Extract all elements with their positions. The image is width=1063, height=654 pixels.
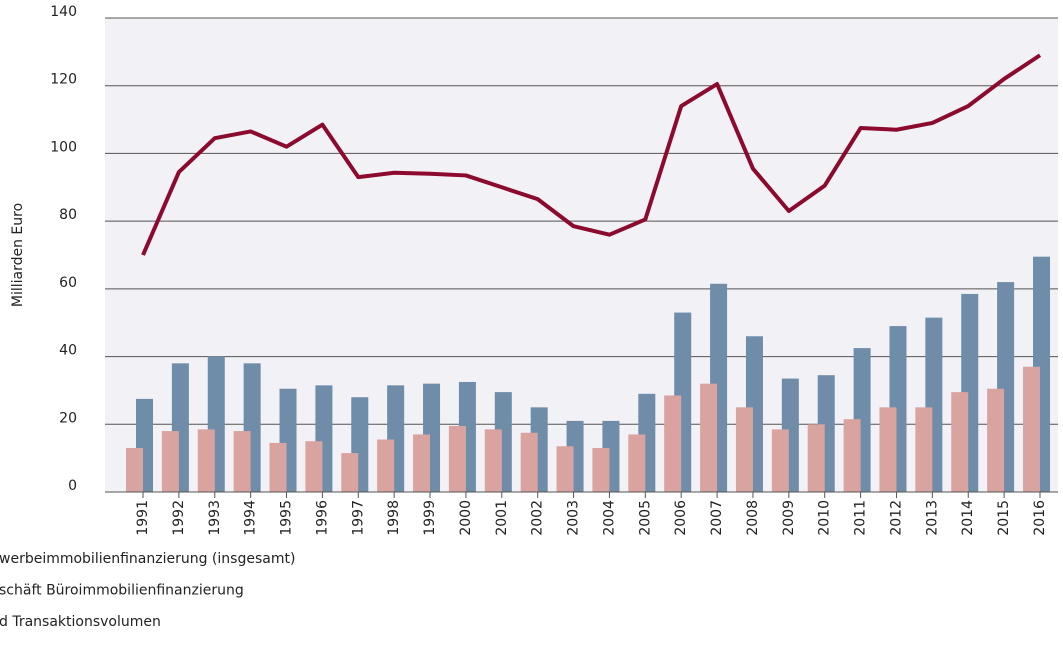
bar <box>735 407 753 492</box>
bar <box>987 388 1005 492</box>
bar <box>951 392 969 492</box>
y-tick-label: 40 <box>59 343 77 359</box>
x-tick-label: 2002 <box>530 500 546 536</box>
bar <box>126 447 143 492</box>
x-tick-label: 2013 <box>924 500 940 536</box>
x-tick-label: 2005 <box>637 500 653 536</box>
x-tick-label: 1995 <box>279 500 295 536</box>
bar <box>520 432 538 492</box>
x-tick-label: 2007 <box>709 500 725 536</box>
x-tick-label: 2015 <box>996 500 1012 536</box>
legend-label: werbeimmobilienfinanzierung (insgesamt) <box>0 551 295 567</box>
bar <box>592 447 610 492</box>
line <box>141 53 1042 256</box>
x-tick-label: 2004 <box>601 500 617 536</box>
x-tick-label: 1991 <box>135 500 151 536</box>
y-tick-label: 120 <box>50 72 77 88</box>
bar <box>197 429 215 492</box>
bar <box>879 407 897 492</box>
bar <box>771 429 789 492</box>
x-tick-label: 1999 <box>422 500 438 536</box>
bar <box>556 446 574 492</box>
x-tick-label: 2001 <box>494 500 510 536</box>
y-tick-label: 20 <box>59 410 77 426</box>
bar <box>628 434 646 492</box>
y-tick-label: 0 <box>68 478 77 494</box>
x-tick-label: 1996 <box>314 500 330 536</box>
x-tick-label: 1998 <box>386 500 402 536</box>
bar <box>1023 366 1040 492</box>
y-tick-label: 140 <box>50 4 77 20</box>
bar <box>448 425 466 492</box>
bar <box>269 442 287 492</box>
bar <box>161 431 179 492</box>
x-tick-label: 2012 <box>888 500 904 536</box>
x-tick-label: 2008 <box>745 500 761 536</box>
bar <box>413 434 431 492</box>
legend-label: schäft Büroimmobilienfinanzierung <box>0 583 244 599</box>
x-tick-label: 2000 <box>458 500 474 536</box>
y-tick-label: 60 <box>59 275 77 291</box>
y-tick-label: 100 <box>50 139 77 155</box>
bar <box>305 441 323 492</box>
x-tick-label: 1997 <box>350 500 366 536</box>
bar <box>664 395 682 492</box>
x-tick-label: 1993 <box>207 500 223 536</box>
x-tick-label: 1994 <box>243 500 259 536</box>
x-tick-label: 2010 <box>817 500 833 536</box>
bar <box>341 453 359 492</box>
bar <box>915 407 933 492</box>
x-tick-label: 2014 <box>960 500 976 536</box>
bar <box>377 439 395 492</box>
bar <box>233 431 251 492</box>
bar <box>843 419 861 492</box>
y-axis-label: Milliarden Euro <box>10 203 26 307</box>
x-tick-label: 2006 <box>673 500 689 536</box>
x-tick-label: 1992 <box>171 500 187 536</box>
x-tick-label: 2016 <box>1032 500 1048 536</box>
x-tick-label: 2003 <box>566 500 582 536</box>
x-tick-label: 2009 <box>781 500 797 536</box>
x-tick-label: 2011 <box>853 500 869 536</box>
y-tick-label: 80 <box>59 207 77 223</box>
bar <box>700 383 718 492</box>
legend-label: d Transaktionsvolumen <box>0 614 161 630</box>
bar <box>807 424 825 492</box>
bar <box>484 429 502 492</box>
